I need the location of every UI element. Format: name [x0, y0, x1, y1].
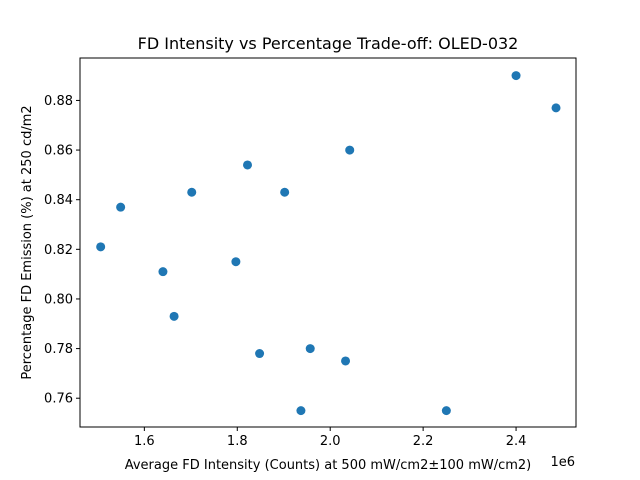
y-tick-label: 0.78	[44, 342, 73, 357]
data-point	[231, 257, 241, 267]
data-point	[296, 406, 306, 416]
data-point	[345, 145, 355, 155]
data-point	[280, 187, 290, 197]
chart-title: FD Intensity vs Percentage Trade-off: OL…	[138, 34, 519, 53]
y-tick-label: 0.88	[44, 94, 73, 109]
data-point	[441, 406, 451, 416]
x-tick-label: 2.0	[320, 434, 341, 449]
data-point	[187, 187, 197, 197]
x-axis-offset-label: 1e6	[550, 455, 575, 470]
x-axis-label: Average FD Intensity (Counts) at 500 mW/…	[125, 458, 532, 473]
x-tick-label: 1.8	[227, 434, 248, 449]
y-tick-label: 0.86	[44, 144, 73, 159]
y-tick-label: 0.80	[44, 292, 73, 307]
data-points	[96, 71, 561, 416]
x-tick-label: 2.2	[413, 434, 434, 449]
y-tick-label: 0.76	[44, 392, 73, 407]
axis-ticks: 1.6 1.8 2.0 2.2 2.4 0.76 0.78 0.80 0.82 0.84 0.86 0…	[44, 94, 526, 449]
data-point	[169, 311, 179, 321]
x-tick-label: 1.6	[134, 434, 155, 449]
data-point	[116, 202, 126, 212]
y-axis-label: Percentage FD Emission (%) at 250 cd/m2	[20, 105, 35, 379]
data-point	[511, 71, 521, 81]
y-tick-label: 0.82	[44, 243, 73, 258]
data-point	[305, 344, 315, 354]
data-point	[341, 356, 351, 366]
data-point	[96, 242, 106, 252]
data-point	[158, 267, 168, 277]
data-point	[243, 160, 253, 170]
plot-area-frame	[79, 57, 577, 428]
x-tick-label: 2.4	[506, 434, 527, 449]
y-tick-label: 0.84	[44, 193, 73, 208]
data-point	[551, 103, 561, 113]
data-point	[255, 349, 265, 359]
